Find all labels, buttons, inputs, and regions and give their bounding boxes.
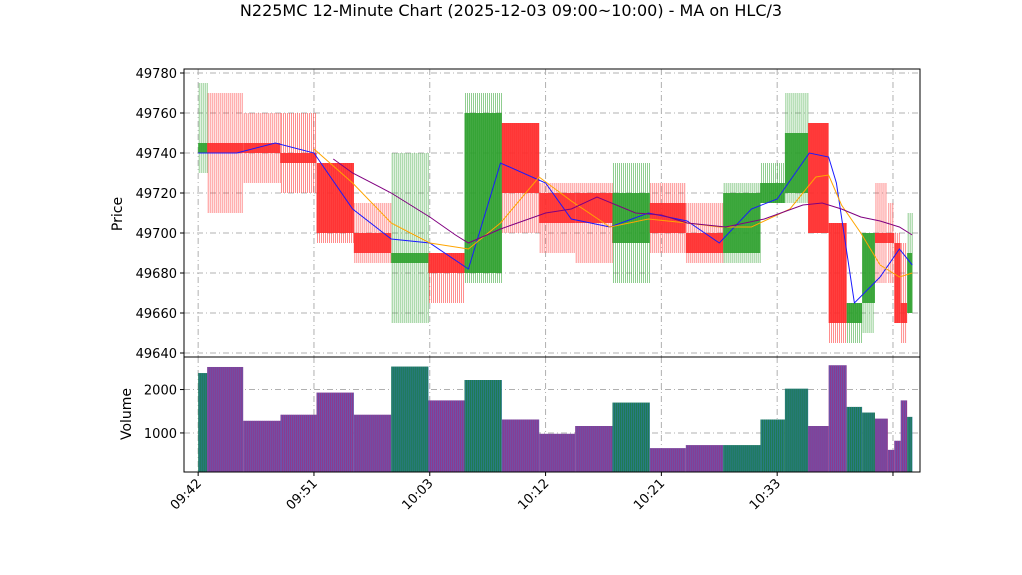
volume-bar bbox=[428, 400, 465, 472]
price-bodies bbox=[198, 113, 913, 323]
volume-bar bbox=[575, 426, 613, 472]
volume-bar bbox=[723, 445, 761, 472]
x-tick-label: 10:21 bbox=[631, 476, 668, 513]
price-tick-label: 49780 bbox=[136, 67, 177, 82]
candle-body bbox=[760, 183, 785, 203]
volume-bar bbox=[316, 392, 354, 472]
moving-average-line-3 bbox=[333, 158, 913, 244]
volume-panel: 1000 2000 Volume bbox=[119, 356, 921, 473]
volume-bar bbox=[760, 419, 785, 472]
candle-body bbox=[887, 233, 895, 243]
volume-bar bbox=[280, 414, 317, 472]
candle-body bbox=[575, 193, 613, 223]
candle-body bbox=[198, 143, 208, 153]
candle-body bbox=[894, 243, 901, 323]
candle-body bbox=[501, 123, 540, 193]
volume-bar bbox=[612, 402, 650, 472]
price-axis-label: Price bbox=[110, 197, 126, 231]
candle-body bbox=[846, 303, 863, 323]
volume-axis-label: Volume bbox=[119, 388, 135, 440]
candle-body bbox=[612, 193, 650, 243]
candle-body bbox=[280, 153, 317, 163]
x-tick-label: 10:33 bbox=[747, 476, 784, 513]
candle-body bbox=[723, 193, 761, 253]
volume-bar bbox=[207, 366, 244, 472]
price-tick-label: 49680 bbox=[136, 267, 177, 282]
moving-average-line-1 bbox=[198, 142, 913, 305]
volume-bar bbox=[846, 406, 863, 472]
candle-body bbox=[464, 113, 502, 273]
candle-body bbox=[243, 143, 281, 153]
volume-bar bbox=[539, 433, 576, 472]
volume-bar bbox=[464, 380, 502, 472]
candle-body bbox=[808, 123, 829, 233]
x-tick-label: 09:51 bbox=[284, 476, 321, 513]
volume-bar bbox=[198, 373, 208, 472]
x-tick-label: 10:03 bbox=[399, 476, 436, 513]
x-axis-ticks: 09:42 09:51 10:03 10:12 10:21 10:33 bbox=[168, 472, 894, 513]
candle-body bbox=[828, 223, 847, 323]
candle-body bbox=[207, 143, 244, 153]
price-tick-label: 49640 bbox=[136, 347, 177, 362]
volume-plot-frame bbox=[183, 356, 921, 473]
price-tick-label: 49740 bbox=[136, 147, 177, 162]
volume-tick-label: 1000 bbox=[144, 427, 177, 442]
price-y-ticks: 49640 49660 49680 49700 49720 49740 49760 49780 bbox=[136, 67, 184, 362]
candle-body bbox=[428, 253, 465, 273]
volume-bar bbox=[501, 419, 540, 472]
candle-body bbox=[907, 253, 913, 313]
price-tick-label: 49660 bbox=[136, 307, 177, 322]
price-tick-label: 49720 bbox=[136, 187, 177, 202]
volume-bar bbox=[784, 388, 809, 472]
volume-bar bbox=[685, 445, 724, 472]
candle-body bbox=[539, 193, 576, 223]
candle-body bbox=[862, 233, 875, 303]
chart-title: N225MC 12-Minute Chart (2025-12-03 09:00… bbox=[240, 1, 782, 20]
volume-bars bbox=[198, 365, 913, 472]
volume-bar bbox=[649, 448, 686, 472]
candle-body bbox=[391, 253, 429, 263]
volume-bar bbox=[353, 414, 392, 472]
candle-body bbox=[685, 233, 724, 253]
price-tick-label: 49700 bbox=[136, 227, 177, 242]
candle-body bbox=[316, 163, 354, 233]
volume-tick-label: 2000 bbox=[144, 384, 177, 399]
volume-bar bbox=[243, 420, 281, 472]
candle-body bbox=[900, 303, 908, 323]
volume-y-ticks: 1000 2000 bbox=[144, 384, 184, 442]
candle-body bbox=[784, 133, 809, 193]
volume-bar bbox=[907, 416, 913, 472]
volume-bar bbox=[391, 366, 429, 472]
candle-body bbox=[874, 233, 888, 243]
price-panel: 49640 49660 49680 49700 49720 49740 49760 49780… bbox=[110, 67, 921, 362]
moving-averages bbox=[198, 142, 913, 305]
candle-body bbox=[353, 233, 392, 253]
x-tick-label: 09:42 bbox=[168, 476, 205, 513]
candle-body bbox=[649, 203, 686, 233]
x-tick-label: 10:12 bbox=[515, 476, 552, 513]
price-tick-label: 49760 bbox=[136, 107, 177, 122]
